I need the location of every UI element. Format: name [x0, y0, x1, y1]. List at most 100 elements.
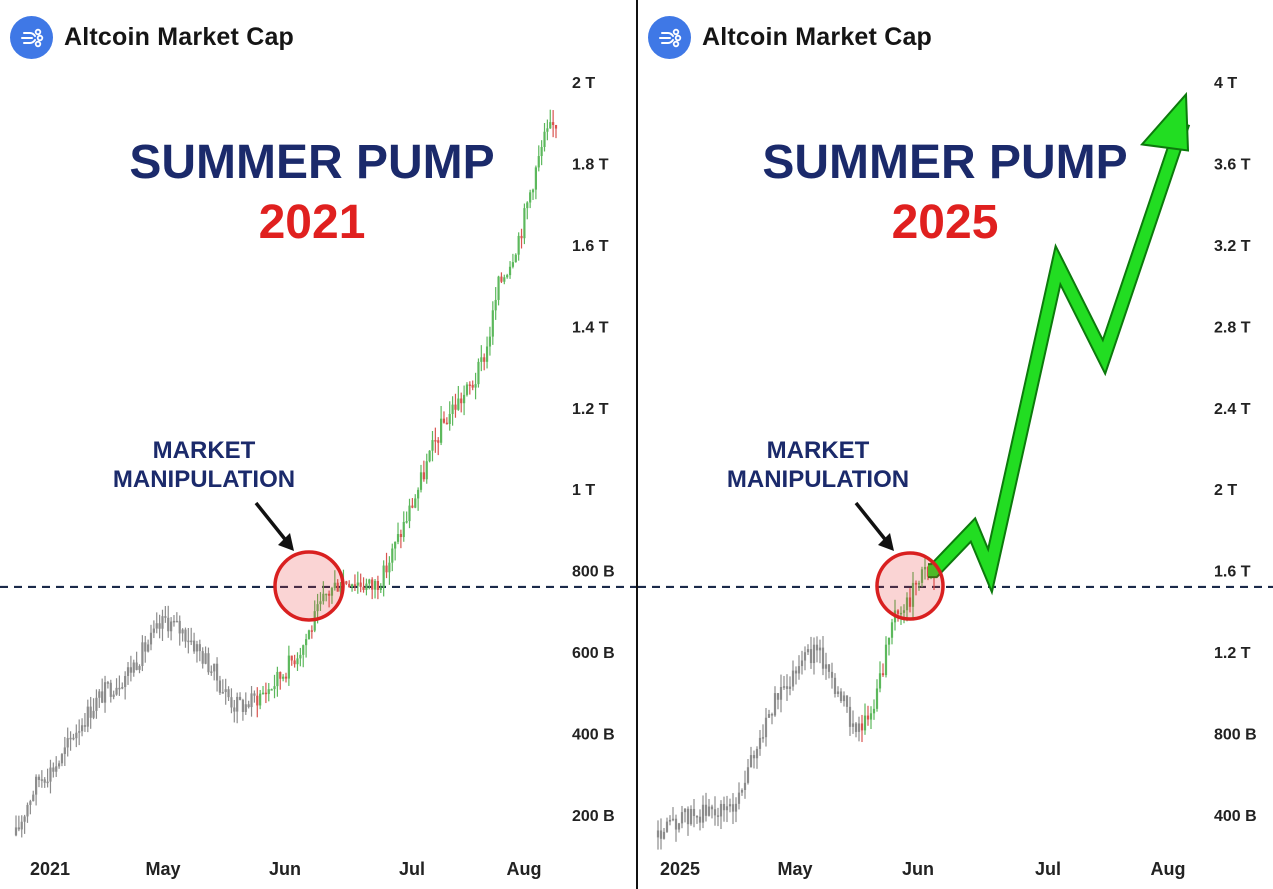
candle-body — [60, 754, 64, 764]
candle-body — [55, 766, 58, 772]
candle-body — [713, 809, 717, 816]
candle-body — [785, 686, 789, 689]
candle-body — [474, 384, 477, 388]
y-tick-label: 1 T — [572, 482, 595, 499]
candle-body — [86, 706, 89, 727]
candle-body — [264, 692, 267, 695]
y-tick-label: 600 B — [572, 645, 615, 662]
candle-body — [680, 812, 684, 824]
candle-body — [348, 583, 351, 588]
candle-body — [399, 534, 402, 538]
candle-body — [514, 254, 517, 263]
candle-body — [368, 579, 371, 584]
y-tick-label: 3.6 T — [1214, 156, 1251, 173]
candle-body — [408, 505, 411, 522]
candle-body — [457, 398, 460, 410]
candle-body — [261, 692, 265, 695]
candle-body — [35, 776, 38, 795]
candle-body — [689, 808, 693, 825]
candle-body — [806, 649, 810, 653]
candle-body — [207, 653, 210, 673]
candle-body — [259, 693, 262, 706]
candle-body — [221, 692, 224, 694]
candle-body — [656, 830, 660, 838]
candle-body — [483, 357, 486, 362]
candle-body — [788, 686, 792, 689]
candle-body — [812, 644, 816, 664]
y-tick-label: 1.8 T — [572, 156, 609, 173]
panel-divider — [636, 0, 638, 889]
candle-body — [284, 676, 288, 679]
chart-panel-2025: Altcoin Market Cap 4 T 3.6 T 3.2 T 2.8 T 2.4… — [638, 0, 1273, 889]
candle-body — [187, 640, 190, 643]
candle-body — [884, 644, 888, 676]
y-tick-label: 400 B — [1214, 808, 1257, 825]
candle-body — [549, 122, 552, 129]
candle-body — [322, 593, 325, 602]
candle-body — [330, 588, 334, 596]
candle-body — [52, 767, 55, 772]
candle-body — [253, 693, 256, 696]
candle-body — [914, 582, 918, 585]
candle-body — [842, 695, 846, 702]
candle-body — [270, 689, 273, 691]
candle-body — [917, 582, 921, 585]
candle-body — [440, 418, 443, 443]
candle-body — [356, 582, 359, 586]
candle-body — [857, 723, 861, 732]
annotation-arrow-line — [854, 501, 890, 545]
candle-body — [896, 610, 900, 614]
candle-body — [218, 680, 222, 693]
candle-body — [184, 629, 187, 642]
candle-body — [908, 597, 912, 607]
annotation-text: MARKET — [767, 437, 870, 464]
candle-body — [434, 440, 437, 442]
candle-body — [161, 616, 164, 629]
candle-body — [190, 640, 193, 643]
candle-body — [350, 584, 354, 588]
y-tick-label: 200 B — [572, 808, 615, 825]
projection-arrow-head — [1140, 91, 1190, 152]
candle-body — [728, 804, 732, 807]
candle-body — [353, 584, 357, 586]
annotation-arrow-head — [878, 533, 894, 551]
candle-body — [26, 804, 29, 817]
x-tick-label: Jun — [269, 859, 301, 879]
candle-body — [414, 498, 417, 508]
candle-body — [201, 651, 204, 664]
candle-body — [782, 686, 786, 688]
candle-body — [875, 688, 879, 709]
candle-body — [310, 630, 313, 632]
candle-body — [362, 586, 365, 591]
candle-body — [445, 422, 448, 425]
candle-body — [247, 704, 250, 708]
candle-body — [405, 521, 408, 523]
x-tick-label: Jul — [399, 859, 425, 879]
candle-body — [683, 808, 687, 813]
manipulation-circle — [875, 551, 945, 621]
candle-body — [279, 671, 282, 679]
candle-body — [546, 128, 549, 132]
candle-body — [471, 384, 474, 388]
y-tick-label: 1.6 T — [572, 238, 609, 255]
y-tick-label: 1.6 T — [1214, 564, 1251, 581]
candle-body — [164, 616, 167, 618]
candle-body — [106, 682, 110, 684]
candle-body — [376, 580, 380, 590]
candle-body — [537, 156, 540, 168]
candle-body — [149, 632, 153, 645]
candle-body — [866, 715, 870, 720]
candle-body — [491, 310, 494, 337]
candle-body — [671, 818, 675, 821]
altcoin-logo-icon — [648, 16, 691, 59]
candle-body — [704, 804, 708, 816]
candle-body — [523, 208, 526, 239]
candle-body — [543, 131, 546, 147]
brand-header: Altcoin Market Cap — [648, 16, 932, 59]
candle-body — [540, 146, 543, 157]
candle-body — [333, 582, 336, 589]
candle-body — [282, 676, 285, 679]
candle-body — [848, 706, 852, 727]
candle-body — [531, 189, 535, 193]
